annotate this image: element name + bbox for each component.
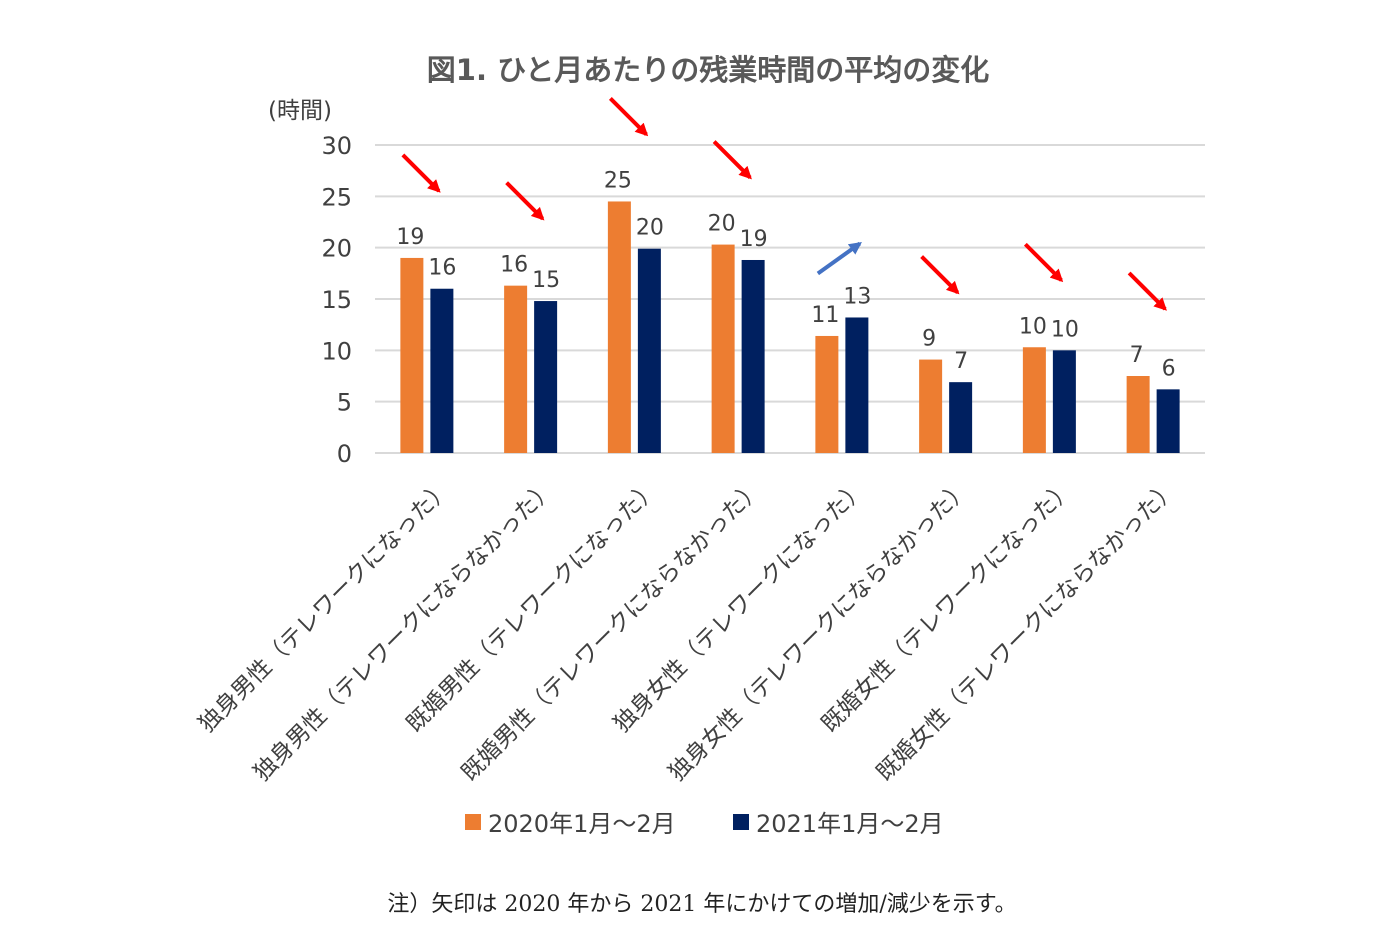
- legend: 2020年1月～2月 2021年1月～2月: [465, 810, 944, 838]
- y-tick-label: 25: [321, 183, 352, 211]
- decrease-arrow: [505, 181, 545, 221]
- legend-label: 2021年1月～2月: [756, 810, 944, 838]
- decrease-arrow: [712, 140, 752, 180]
- bar: [845, 317, 869, 453]
- bar: [637, 248, 661, 453]
- data-label: 6: [1162, 356, 1176, 381]
- bar: [534, 301, 558, 453]
- y-tick-label: 15: [321, 286, 352, 314]
- change-arrows: [401, 97, 1167, 311]
- y-axis-unit-label: (時間): [268, 98, 332, 124]
- decrease-arrow: [1127, 271, 1167, 311]
- bar: [607, 201, 631, 453]
- data-label: 11: [811, 303, 839, 328]
- y-tick-label: 5: [337, 389, 352, 417]
- decrease-arrow: [608, 97, 649, 137]
- legend-swatch: [465, 814, 481, 830]
- bar: [1022, 347, 1046, 453]
- data-label: 20: [636, 216, 664, 241]
- bar: [504, 285, 528, 453]
- data-label: 10: [1019, 314, 1047, 339]
- chart-footnote: 注）矢印は 2020 年から 2021 年にかけての増加/減少を示す。: [387, 892, 1016, 917]
- decrease-arrow: [920, 255, 960, 295]
- x-axis-category-labels: 独身男性（テレワークになった）独身男性（テレワークにならなかった）既婚男性（テレ…: [194, 475, 1183, 786]
- y-tick-label: 30: [321, 132, 352, 160]
- decrease-arrow: [401, 153, 441, 193]
- data-label: 19: [740, 227, 768, 252]
- bar: [1052, 350, 1076, 453]
- data-label: 25: [604, 168, 632, 193]
- bar: [919, 359, 943, 453]
- data-label: 20: [708, 212, 736, 237]
- data-label: 10: [1051, 317, 1079, 342]
- bars: [400, 201, 1180, 453]
- data-label: 16: [428, 256, 456, 281]
- data-label: 9: [922, 327, 936, 352]
- bar: [741, 259, 765, 453]
- legend-label: 2020年1月～2月: [488, 810, 676, 838]
- y-tick-label: 10: [321, 337, 352, 365]
- bar: [1156, 389, 1180, 453]
- data-label: 7: [954, 349, 968, 374]
- data-label: 13: [843, 284, 871, 309]
- bar: [815, 335, 839, 453]
- bar: [1126, 376, 1150, 453]
- data-label: 19: [396, 225, 424, 250]
- y-tick-label: 20: [321, 235, 352, 263]
- bar: [949, 382, 973, 453]
- increase-arrow: [816, 241, 862, 276]
- chart-title: 図1. ひと月あたりの残業時間の平均の変化: [427, 53, 989, 87]
- y-axis-ticks: 0 5 10 15 20 25 30: [321, 132, 352, 468]
- data-label: 15: [532, 268, 560, 293]
- bar: [430, 288, 454, 453]
- decrease-arrow: [1023, 242, 1064, 283]
- legend-swatch: [733, 814, 749, 830]
- data-label: 16: [500, 253, 528, 278]
- bar: [400, 257, 424, 453]
- bar: [711, 244, 735, 453]
- gridlines: [375, 144, 1205, 454]
- data-label: 7: [1130, 343, 1144, 368]
- y-tick-label: 0: [337, 440, 352, 468]
